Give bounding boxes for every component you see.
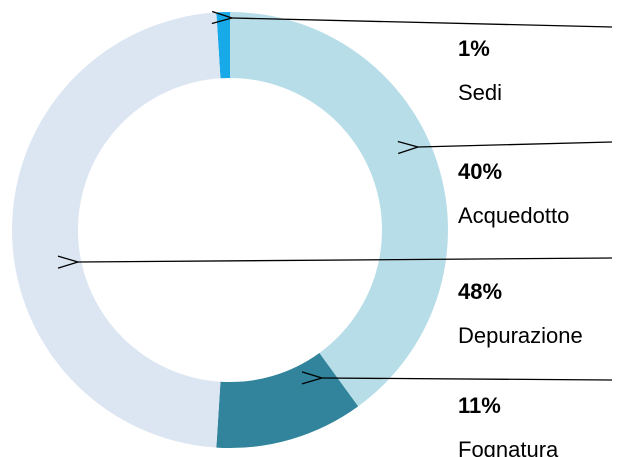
value-label: 48% — [458, 279, 502, 304]
donut-slice — [12, 12, 221, 448]
leader-arrow — [322, 378, 613, 380]
value-label: 1% — [458, 36, 490, 61]
donut-slice — [230, 12, 448, 407]
leader-arrow — [418, 142, 613, 147]
category-label: Sedi — [458, 80, 502, 105]
value-label: 11% — [458, 393, 501, 418]
value-label: 40% — [458, 159, 502, 184]
donut-slice — [216, 12, 230, 79]
category-label: Fognatura — [458, 437, 559, 457]
category-label: Acquedotto — [458, 203, 569, 228]
category-label: Depurazione — [458, 323, 583, 348]
leader-arrow — [232, 18, 613, 28]
leader-arrow — [78, 258, 613, 262]
